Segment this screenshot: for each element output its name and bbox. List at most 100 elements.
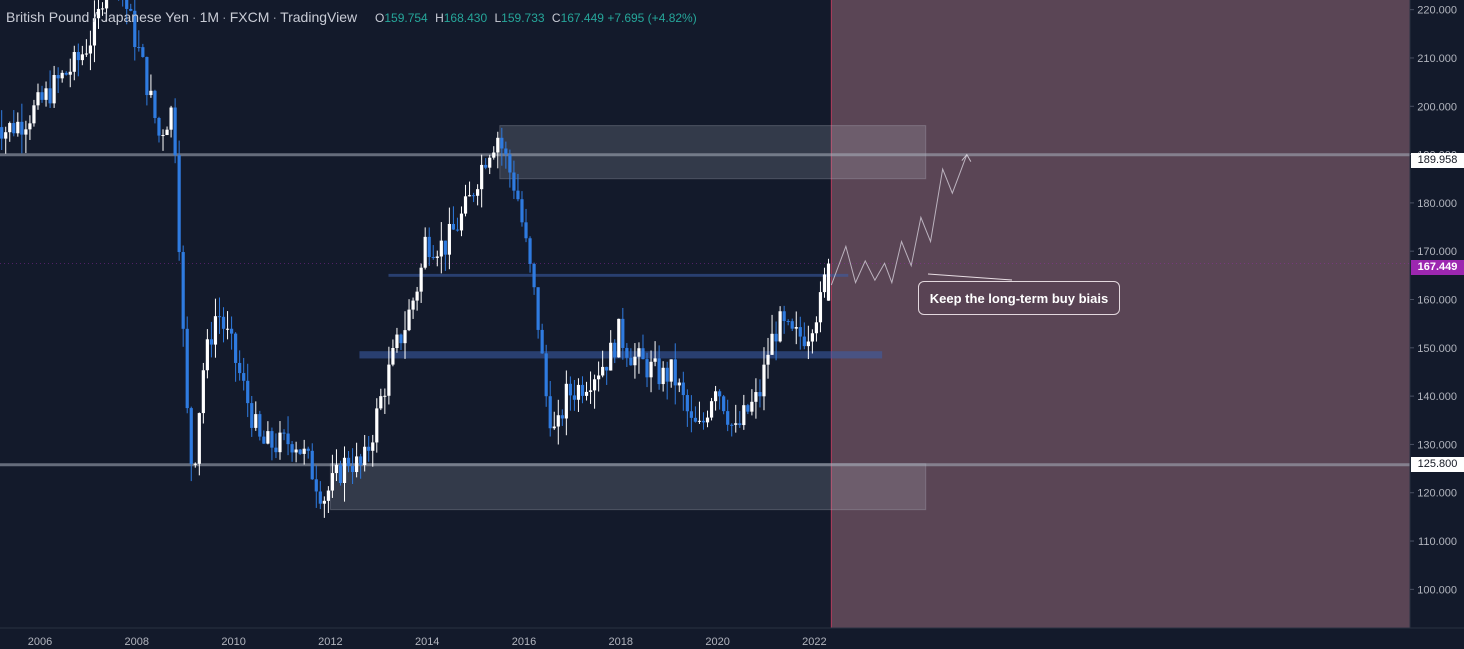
candle-body-54 — [209, 339, 214, 345]
candle-body-161 — [641, 348, 645, 360]
candle-body-43 — [165, 129, 169, 136]
candle-body-39 — [149, 90, 153, 96]
candle-body-89 — [350, 465, 355, 473]
platform-label: TradingView — [280, 9, 358, 25]
candle-body-86 — [338, 464, 343, 483]
candle-body-180 — [718, 391, 722, 397]
candle-body-98 — [387, 364, 391, 396]
candle-body-15 — [52, 75, 56, 104]
candle-body-183 — [730, 424, 734, 426]
candle-body-166 — [661, 367, 665, 385]
candle-body-201 — [802, 336, 806, 347]
upper-level-price-tag: 189.958 — [1411, 153, 1464, 168]
candle-body-157 — [625, 347, 629, 358]
open-value: 159.754 — [384, 11, 428, 25]
candle-body-162 — [645, 359, 649, 378]
lower-support-zone — [359, 351, 883, 359]
price-tick-label: 110.000 — [1418, 536, 1457, 548]
candle-body-135 — [536, 287, 540, 330]
annotation-note[interactable]: Keep the long-term buy biais — [918, 281, 1120, 315]
candle-body-131 — [520, 199, 524, 223]
candle-body-195 — [778, 311, 782, 342]
candle-body-128 — [508, 154, 512, 173]
candle-body-85 — [334, 464, 339, 474]
candle-body-94 — [371, 442, 375, 451]
candle-body-72 — [282, 432, 286, 434]
candle-body-133 — [528, 238, 532, 264]
candle-body-70 — [274, 447, 278, 453]
candle-body-58 — [225, 328, 230, 330]
candle-body-78 — [306, 448, 310, 451]
candle-body-115 — [455, 229, 460, 231]
candle-body-154 — [613, 342, 617, 358]
candle-body-132 — [524, 222, 528, 239]
candle-body-153 — [609, 342, 613, 371]
candle-body-172 — [685, 395, 689, 412]
candle-body-53 — [205, 339, 209, 371]
candle-body-36 — [137, 47, 141, 49]
candle-body-79 — [310, 450, 314, 480]
candle-body-27 — [100, 8, 105, 10]
candle-body-179 — [713, 391, 718, 402]
candle-body-202 — [806, 341, 810, 347]
candle-body-56 — [217, 316, 222, 318]
demand-zone — [329, 463, 927, 511]
candle-body-192 — [766, 354, 770, 365]
candle-body-45 — [173, 107, 177, 156]
candle-body-37 — [141, 47, 145, 57]
candle-body-8 — [24, 129, 28, 135]
candle-body-134 — [532, 263, 536, 288]
candle-body-184 — [734, 423, 738, 425]
candle-body-170 — [677, 382, 681, 386]
candle-body-200 — [798, 327, 802, 337]
exchange-label: FXCM — [229, 9, 270, 25]
candle-body-156 — [621, 318, 625, 348]
candle-body-61 — [238, 362, 242, 374]
candle-body-83 — [326, 490, 330, 501]
candle-body-28 — [104, 0, 109, 9]
candle-body-173 — [689, 411, 693, 418]
candle-body-127 — [504, 148, 508, 155]
candle-body-52 — [201, 370, 205, 414]
candle-body-14 — [48, 88, 52, 104]
candle-body-171 — [681, 382, 685, 396]
candle-body-84 — [330, 473, 335, 491]
candle-body-7 — [20, 121, 24, 135]
candle-body-123 — [488, 157, 492, 168]
symbol-name[interactable]: British Pound / Japanese Yen — [6, 9, 189, 25]
candle-body-91 — [359, 456, 363, 466]
candle-body-207 — [826, 263, 831, 301]
high-key: H — [435, 11, 444, 25]
candle-body-101 — [399, 334, 403, 344]
time-scale-panel — [0, 628, 1464, 649]
candle-body-189 — [754, 392, 758, 402]
candle-body-46 — [177, 155, 181, 253]
candle-body-125 — [496, 137, 500, 153]
candle-body-137 — [544, 353, 548, 397]
candle-body-40 — [153, 90, 157, 118]
price-tick-label: 140.000 — [1417, 391, 1457, 403]
candle-body-176 — [701, 420, 706, 423]
candle-body-71 — [278, 432, 282, 453]
candle-body-74 — [290, 444, 294, 453]
interval-label[interactable]: 1M — [199, 9, 220, 25]
candle-body-159 — [633, 356, 637, 366]
candle-body-4 — [8, 123, 12, 133]
candle-body-62 — [242, 373, 246, 381]
candle-body-136 — [540, 329, 544, 354]
ohlc-readout: O159.754 H168.430 L159.733 C167.449 +7.6… — [371, 11, 697, 25]
candle-body-174 — [693, 417, 698, 422]
candle-body-13 — [44, 88, 48, 100]
candle-body-10 — [32, 105, 36, 124]
candle-body-119 — [471, 195, 476, 197]
candle-body-182 — [726, 411, 730, 425]
candle-body-88 — [346, 457, 351, 466]
candle-body-11 — [36, 92, 40, 106]
candle-body-122 — [484, 164, 488, 168]
candle-body-198 — [790, 321, 794, 329]
candle-body-51 — [197, 413, 201, 464]
candle-body-197 — [786, 321, 790, 323]
candle-body-203 — [810, 333, 814, 342]
